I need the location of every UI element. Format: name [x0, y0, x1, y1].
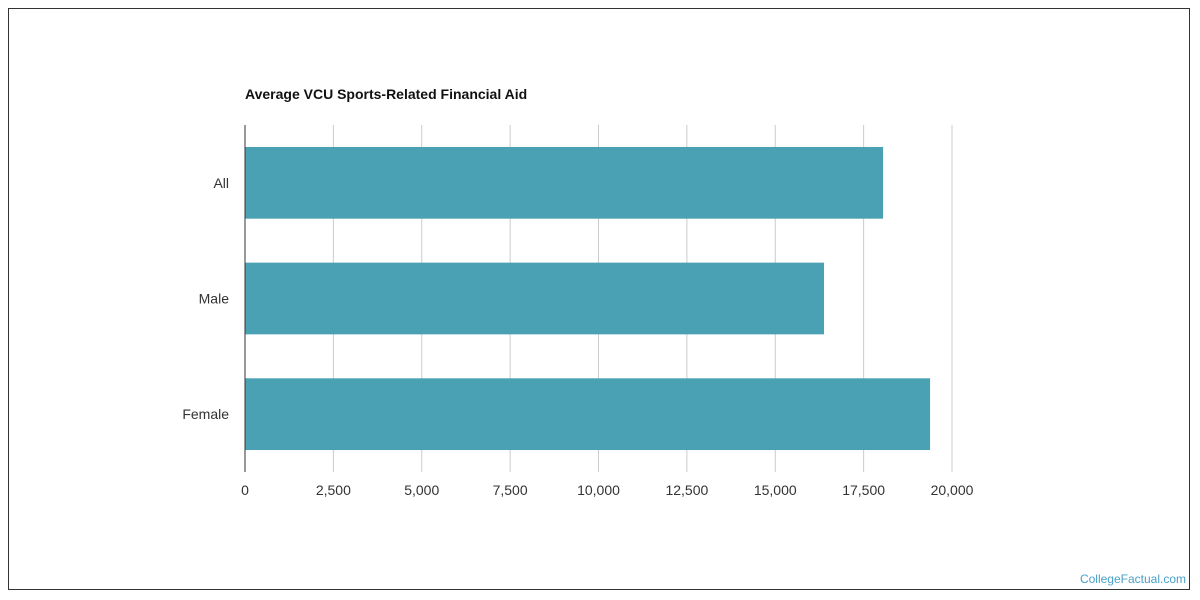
bar-female[interactable]: [245, 378, 931, 451]
bar-all[interactable]: [245, 146, 884, 219]
x-tick-label: 15,000: [754, 482, 797, 498]
x-tick-label: 2,500: [316, 482, 351, 498]
category-label: All: [213, 175, 229, 191]
x-tick-label: 17,500: [842, 482, 885, 498]
category-labels: All Male Female: [182, 175, 229, 422]
category-label: Female: [182, 406, 229, 422]
bars: [245, 146, 931, 451]
x-tick-label: 12,500: [665, 482, 708, 498]
x-tick-label: 0: [241, 482, 249, 498]
watermark[interactable]: CollegeFactual.com: [1079, 572, 1186, 586]
x-tick-label: 10,000: [577, 482, 620, 498]
chart-title: Average VCU Sports-Related Financial Aid: [245, 86, 527, 102]
category-label: Male: [199, 291, 230, 307]
x-tick-label: 7,500: [493, 482, 528, 498]
x-tick-labels: 0 2,500 5,000 7,500 10,000 12,500 15,000 17,500…: [241, 482, 974, 498]
bar-male[interactable]: [245, 262, 825, 335]
x-tick-label: 5,000: [404, 482, 439, 498]
x-tick-label: 20,000: [931, 482, 974, 498]
